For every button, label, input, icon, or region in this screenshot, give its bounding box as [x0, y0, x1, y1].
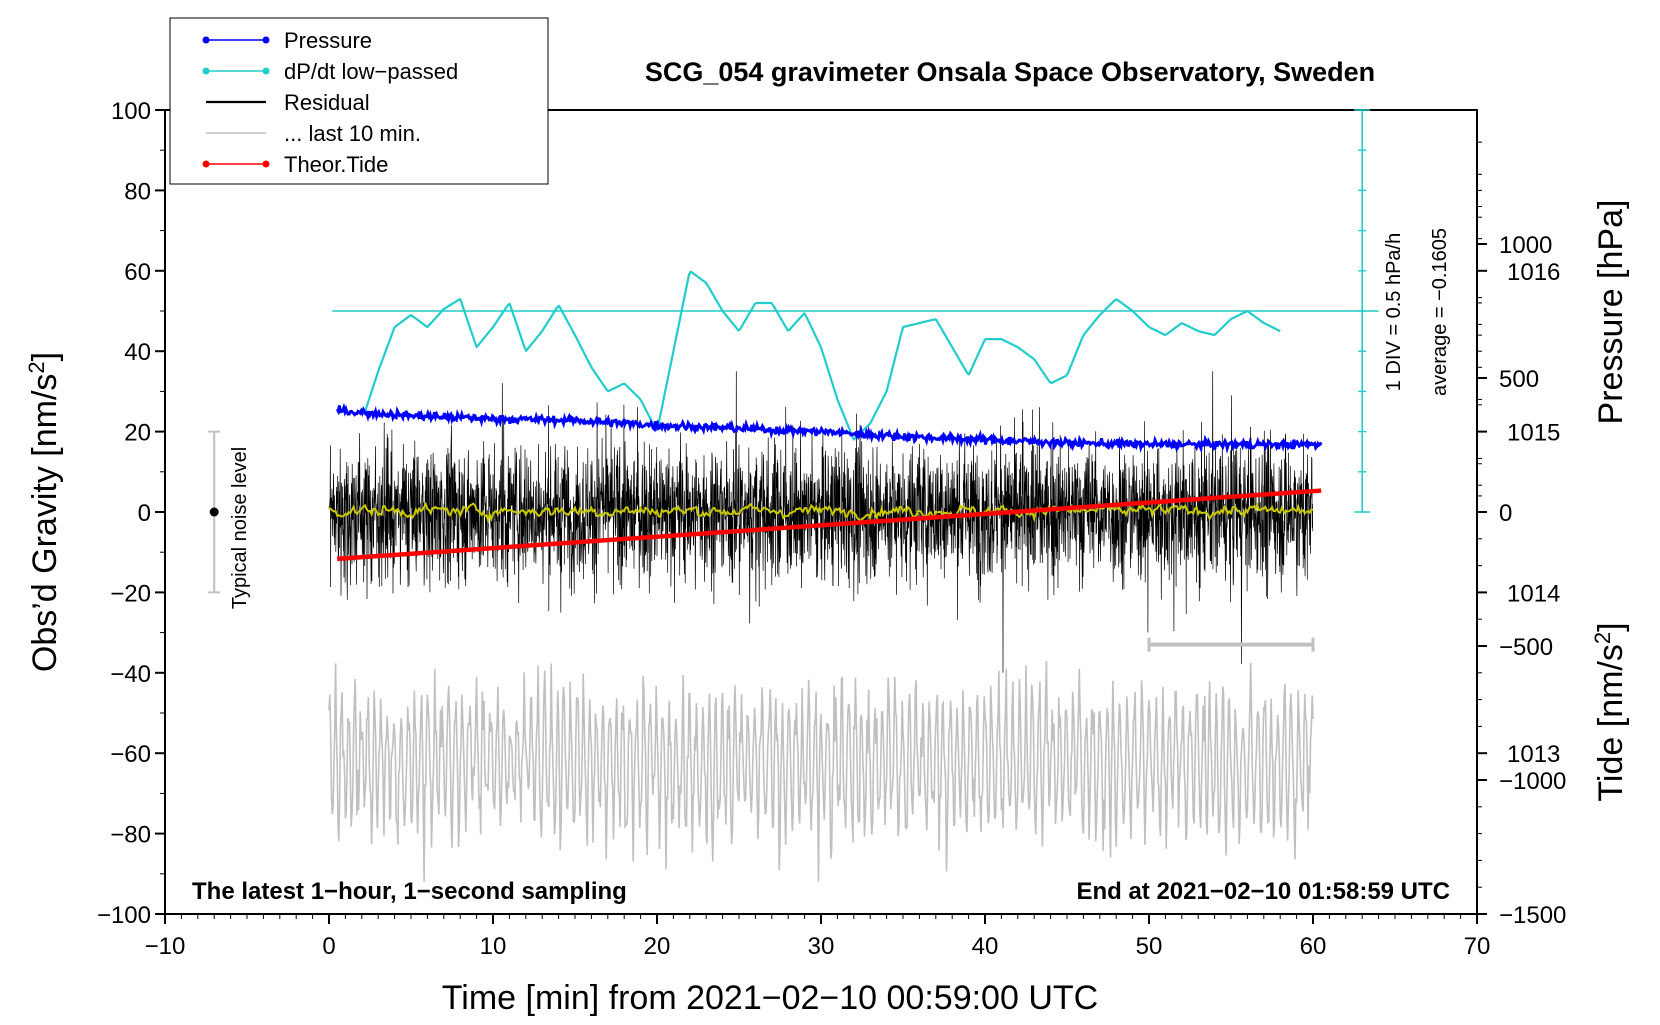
annotation-layer: [208, 109, 1379, 652]
y-axis-label-tide-sup: 2: [1590, 632, 1615, 644]
y-tick-label: −40: [110, 661, 151, 688]
x-tick-label: 70: [1464, 933, 1491, 960]
series-last-10-min: [328, 660, 1314, 882]
x-tick-label: 40: [972, 933, 999, 960]
y-axis-label-gravity: Obs’d Gravity [nm/s2]: [24, 352, 64, 672]
series-theor-tide: [337, 488, 1322, 562]
y-tick-label: −20: [110, 580, 151, 607]
div-label: 1 DIV = 0.5 hPa/h: [1383, 233, 1405, 391]
pressure-tick-label: 1014: [1507, 580, 1560, 607]
legend-marker: [262, 160, 270, 168]
x-tick-label: 20: [644, 933, 671, 960]
legend-items: [202, 36, 270, 168]
tide-tick-label: −500: [1499, 634, 1553, 661]
legend-label-residual: Residual: [284, 90, 370, 115]
y-tick-label: −80: [110, 822, 151, 849]
y-tick-label: 80: [124, 178, 151, 205]
axes-ticks: −10 0 10 20 30 40 50 60 70100806040200−20−40−60−…: [97, 98, 1566, 960]
series-layer: [328, 270, 1323, 882]
y-axis-label-tide-main: Tide [nm/s: [1592, 644, 1630, 801]
legend-label-dpdt: dP/dt low−passed: [284, 59, 458, 84]
chart-title: SCG_054 gravimeter Onsala Space Observat…: [645, 57, 1375, 87]
tide-tick-label: 500: [1499, 366, 1539, 393]
noise-level-label: Typical noise level: [229, 447, 251, 609]
y-tick-label: 60: [124, 259, 151, 286]
legend: Pressure dP/dt low−passed Residual ... l…: [169, 17, 549, 185]
x-tick-label: 50: [1136, 933, 1163, 960]
legend-marker: [202, 67, 210, 75]
y-axis-label-tide-end: ]: [1592, 622, 1630, 631]
legend-marker: [202, 160, 210, 168]
note-end-time: End at 2021−02−10 01:58:59 UTC: [1076, 878, 1450, 905]
pressure-tick-label: 1013: [1507, 741, 1560, 768]
x-tick-label: 60: [1300, 933, 1327, 960]
tide-tick-label: 1000: [1499, 232, 1552, 259]
tide-tick-label: −1000: [1499, 768, 1566, 795]
x-tick-label: 30: [808, 933, 835, 960]
y-tick-label: 20: [124, 420, 151, 447]
y-axis-label-gravity-end: ]: [26, 352, 64, 361]
pressure-tick-label: 1016: [1507, 259, 1560, 286]
note-latest-hour: The latest 1−hour, 1−second sampling: [192, 878, 627, 905]
legend-label-tide: Theor.Tide: [284, 152, 388, 177]
pressure-tick-label: 1015: [1507, 420, 1560, 447]
series-pressure: [335, 402, 1323, 454]
series-smoothed-residual: [328, 501, 1314, 524]
y-axis-label-gravity-sup: 2: [24, 361, 49, 373]
tide-tick-label: −1500: [1499, 902, 1566, 929]
legend-label-last10: ... last 10 min.: [284, 121, 421, 146]
legend-label-pressure: Pressure: [284, 28, 372, 53]
legend-marker: [262, 36, 270, 44]
tide-tick-label: 0: [1499, 500, 1512, 527]
y-axis-label-gravity-main: Obs’d Gravity [nm/s: [26, 374, 64, 673]
y-tick-label: −60: [110, 741, 151, 768]
series-dpdt: [364, 270, 1281, 441]
y-tick-label: −100: [97, 902, 151, 929]
series-residual: [328, 371, 1314, 673]
y-tick-label: 40: [124, 339, 151, 366]
x-tick-label: 0: [322, 933, 335, 960]
x-tick-label: 10: [480, 933, 507, 960]
y-tick-label: 0: [138, 500, 151, 527]
y-axis-label-tide: Tide [nm/s2]: [1590, 622, 1630, 801]
x-tick-label: −10: [145, 933, 186, 960]
y-tick-label: 100: [111, 98, 151, 125]
y-axis-label-pressure: Pressure [hPa]: [1592, 200, 1630, 425]
x-axis-label: Time [min] from 2021−02−10 00:59:00 UTC: [442, 979, 1098, 1017]
legend-marker: [202, 36, 210, 44]
noise-bar-point: [209, 507, 219, 517]
average-label: average = −0.1605: [1429, 228, 1451, 396]
legend-marker: [262, 67, 270, 75]
